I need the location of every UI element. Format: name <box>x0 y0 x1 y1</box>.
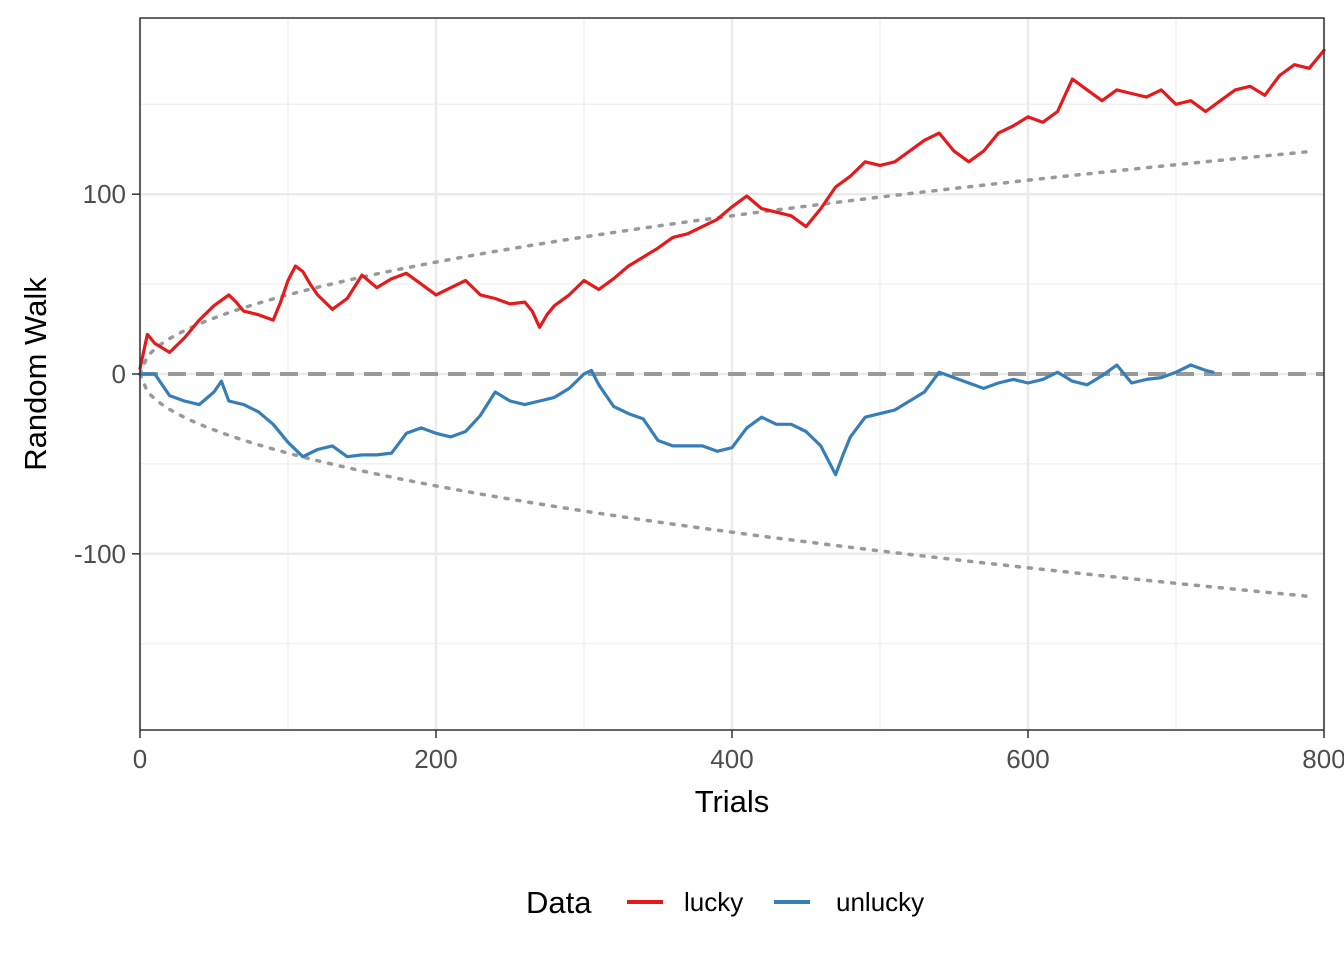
x-tick-label: 800 <box>1302 744 1344 774</box>
series-line-unlucky <box>138 363 1215 477</box>
reference-lines <box>138 149 1324 599</box>
legend-label-unlucky: unlucky <box>836 887 924 917</box>
legend: Data lucky unlucky <box>526 885 924 920</box>
series-line-lucky <box>138 48 1326 371</box>
x-axis-title: Trials <box>695 784 770 819</box>
y-tick-label: 100 <box>83 179 126 209</box>
y-tick-label: -100 <box>74 539 126 569</box>
x-tick-label: 0 <box>133 744 147 774</box>
upper-bound <box>138 149 1311 376</box>
y-axis-ticks: -100 0 100 <box>74 179 140 569</box>
x-tick-label: 200 <box>414 744 457 774</box>
x-tick-label: 600 <box>1006 744 1049 774</box>
x-tick-label: 400 <box>710 744 753 774</box>
y-axis-title: Random Walk <box>18 277 53 471</box>
legend-title: Data <box>526 885 592 920</box>
series-lines <box>138 48 1326 477</box>
legend-label-lucky: lucky <box>684 887 743 917</box>
x-axis-ticks: 0 200 400 600 800 <box>133 730 1344 774</box>
y-tick-label: 0 <box>112 359 126 389</box>
lower-bound <box>138 372 1311 599</box>
